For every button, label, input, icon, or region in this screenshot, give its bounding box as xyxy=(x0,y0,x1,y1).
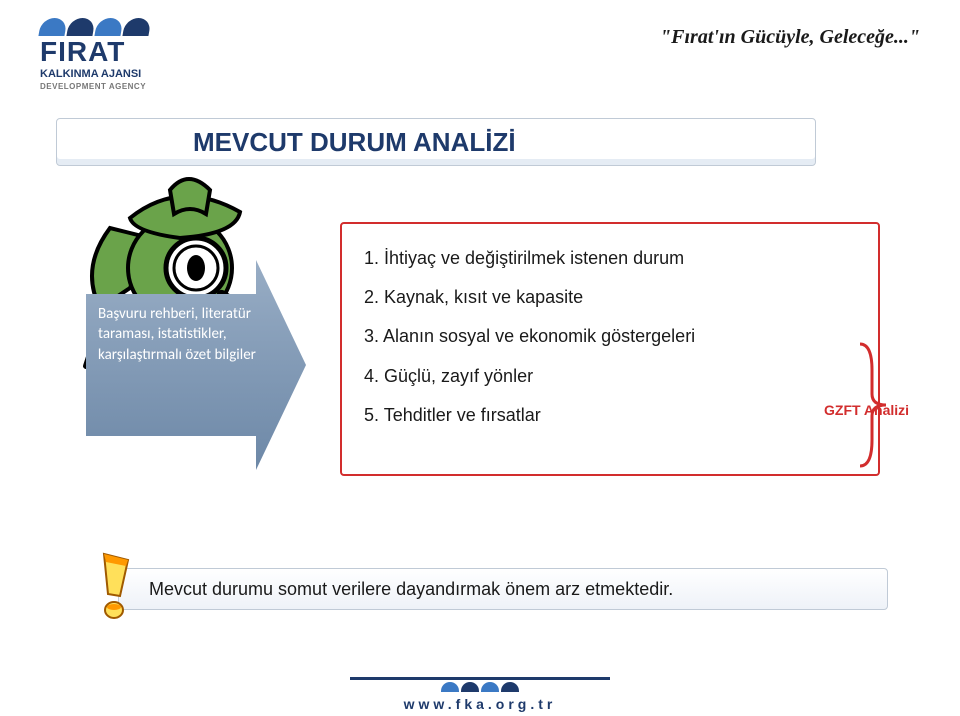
logo-en-text: DEVELOPMENT AGENCY xyxy=(40,82,200,91)
wave-shape xyxy=(122,18,151,36)
note-callout: Mevcut durumu somut verilere dayandırmak… xyxy=(84,560,884,620)
wave-shape xyxy=(66,18,95,36)
footer-line xyxy=(350,677,610,680)
gzft-label: GZFT Analizi xyxy=(824,402,909,418)
list-item: 4. Güçlü, zayıf yönler xyxy=(364,364,862,389)
slide-title: MEVCUT DURUM ANALİZİ xyxy=(193,127,516,158)
brand-logo: FIRAT KALKINMA AJANSI DEVELOPMENT AGENCY xyxy=(40,18,200,91)
footer: www.fka.org.tr xyxy=(0,660,960,716)
wave-shape xyxy=(94,18,123,36)
logo-sub-text: KALKINMA AJANSI xyxy=(40,68,200,80)
wave-shape xyxy=(38,18,67,36)
list-item: 1. İhtiyaç ve değiştirilmek istenen duru… xyxy=(364,246,862,271)
arrow-caption: Başvuru rehberi, literatür taraması, ist… xyxy=(98,304,256,365)
wave-shape xyxy=(461,682,479,692)
title-bar: MEVCUT DURUM ANALİZİ xyxy=(56,118,816,166)
list-item: 2. Kaynak, kısıt ve kapasite xyxy=(364,285,862,310)
note-text: Mevcut durumu somut verilere dayandırmak… xyxy=(149,579,673,600)
logo-waves xyxy=(40,18,200,36)
footer-waves xyxy=(441,682,519,692)
wave-shape xyxy=(501,682,519,692)
analysis-list-box: 1. İhtiyaç ve değiştirilmek istenen duru… xyxy=(340,222,880,476)
wave-shape xyxy=(441,682,459,692)
header: FIRAT KALKINMA AJANSI DEVELOPMENT AGENCY… xyxy=(0,0,960,100)
logo-main-text: FIRAT xyxy=(40,38,200,66)
exclamation-icon xyxy=(84,552,144,622)
slogan-text: "Fırat'ın Gücüyle, Geleceğe..." xyxy=(660,26,920,49)
list-item: 5. Tehditler ve fırsatlar xyxy=(364,403,862,428)
wave-shape xyxy=(481,682,499,692)
list-item: 3. Alanın sosyal ve ekonomik göstergeler… xyxy=(364,324,862,349)
footer-url: www.fka.org.tr xyxy=(0,696,960,712)
note-bar: Mevcut durumu somut verilere dayandırmak… xyxy=(118,568,888,610)
input-arrow: Başvuru rehberi, literatür taraması, ist… xyxy=(86,260,306,470)
